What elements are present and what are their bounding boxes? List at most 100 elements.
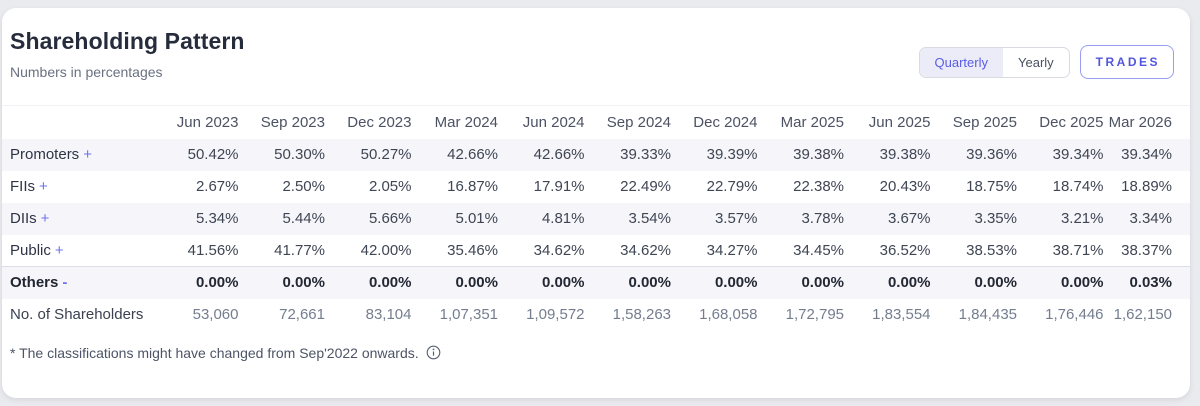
cell-value: 38.53% [966, 241, 1017, 259]
toggle-yearly[interactable]: Yearly [1003, 48, 1069, 77]
cell-value: 17.91% [533, 178, 585, 195]
cell-value: 39.34% [1052, 146, 1104, 163]
column-header: Mar 2024 [434, 113, 498, 131]
cell-value: 2.05% [368, 178, 412, 195]
row-label-cell: Others - [2, 267, 152, 299]
cell-value: 0.00% [714, 274, 758, 292]
card-header: Shareholding Pattern Numbers in percenta… [2, 8, 1190, 80]
cell-value: 0.00% [368, 274, 412, 292]
cell-value: 50.27% [360, 146, 412, 163]
column-header: Sep 2023 [260, 113, 325, 131]
cell-value: 0.00% [541, 274, 585, 292]
row-label-cell: No. of Shareholders [2, 299, 152, 331]
table-row: No. of Shareholders 53,060 72,661 83,104 1,0… [2, 299, 1190, 331]
cell-value: 1,58,263 [612, 306, 671, 323]
row-expander[interactable]: + [83, 146, 92, 163]
cell-value: 39.38% [879, 146, 931, 163]
column-header: Dec 2023 [347, 113, 412, 131]
column-header: Jun 2025 [868, 113, 931, 131]
info-icon[interactable] [426, 345, 441, 360]
cell-value: 5.01% [455, 210, 498, 227]
row-label: FIIs [10, 178, 35, 195]
cell-value: 38.71% [1052, 241, 1104, 259]
table-row: FIIs +2.67% 2.50% 2.05% 16.87% 17.91% 22.49% 22… [2, 171, 1190, 203]
row-expander[interactable]: + [54, 241, 64, 259]
table-header-row: Jun 2023 Sep 2023 Dec 2023 Mar 2024 Jun 2024… [2, 105, 1190, 139]
cell-value: 3.21% [1060, 210, 1104, 227]
page-subtitle: Numbers in percentages [10, 64, 163, 80]
table-row: Others - 0.00% 0.00% 0.00% 0.00% 0.00% 0.00% 0.0… [2, 266, 1190, 299]
shareholding-table: Jun 2023 Sep 2023 Dec 2023 Mar 2024 Jun 2024… [2, 105, 1190, 331]
cell-value: 1,09,572 [526, 306, 585, 323]
column-header: Jun 2023 [176, 113, 239, 131]
cell-value: 1,62,150 [1113, 306, 1172, 323]
column-header-blank [2, 106, 152, 139]
row-expander[interactable]: + [40, 210, 50, 227]
title-block: Shareholding Pattern Numbers in percenta… [10, 28, 245, 80]
page-title: Shareholding Pattern [10, 28, 245, 54]
cell-value: 36.52% [879, 241, 931, 259]
footnote: * The classifications might have changed… [2, 345, 1190, 361]
cell-value: 5.44% [282, 210, 325, 227]
cell-value: 34.62% [620, 241, 671, 259]
column-header: Dec 2025 [1039, 113, 1104, 131]
trades-button[interactable]: TRADES [1079, 45, 1174, 79]
column-header: Sep 2025 [952, 113, 1017, 131]
toggle-quarterly[interactable]: Quarterly [919, 47, 1003, 77]
cell-value: 50.42% [187, 146, 239, 163]
cell-value: 41.56% [187, 241, 239, 259]
cell-value: 3.57% [714, 210, 758, 227]
row-expander[interactable]: - [62, 274, 68, 292]
column-header: Sep 2024 [606, 113, 671, 131]
cell-value: 3.35% [974, 210, 1017, 227]
cell-value: 3.67% [887, 210, 931, 227]
period-toggle: Quarterly Yearly [918, 46, 1070, 78]
cell-value: 42.66% [533, 146, 585, 163]
cell-value: 0.00% [887, 274, 931, 292]
row-label: Public [10, 241, 51, 259]
cell-value: 16.87% [447, 178, 498, 195]
cell-value: 39.39% [706, 146, 758, 163]
cell-value: 5.34% [195, 210, 239, 227]
table-body: Promoters +50.42% 50.30% 50.27% 42.66% 42.66%… [2, 138, 1190, 331]
cell-value: 22.79% [706, 178, 758, 195]
cell-value: 34.62% [533, 241, 585, 259]
table-row: DIIs +5.34% 5.44% 5.66% 5.01% 4.81% 3.54% 3.57%… [2, 202, 1190, 235]
cell-value: 2.50% [282, 178, 325, 195]
cell-value: 42.00% [360, 241, 412, 259]
cell-value: 1,76,446 [1045, 306, 1104, 323]
cell-value: 5.66% [368, 210, 412, 227]
cell-value: 0.00% [801, 274, 844, 292]
cell-value: 35.46% [447, 241, 498, 259]
cell-value: 4.81% [541, 210, 585, 227]
cell-value: 3.34% [1129, 210, 1172, 227]
cell-value: 2.67% [195, 178, 239, 195]
table-row: Promoters +50.42% 50.30% 50.27% 42.66% 42.66%… [2, 138, 1190, 171]
row-label-cell: DIIs + [2, 203, 152, 235]
cell-value: 34.45% [793, 241, 844, 259]
row-expander[interactable]: + [39, 178, 48, 195]
column-header: Jun 2024 [522, 113, 585, 131]
cell-value: 0.00% [974, 274, 1017, 292]
cell-value: 50.30% [274, 146, 325, 163]
cell-value: 0.00% [282, 274, 325, 292]
header-controls: Quarterly Yearly TRADES [918, 45, 1174, 79]
cell-value: 1,83,554 [872, 306, 931, 323]
cell-value: 0.00% [455, 274, 498, 292]
cell-value: 18.74% [1052, 178, 1104, 195]
shareholding-pattern-card: Shareholding Pattern Numbers in percenta… [2, 8, 1190, 398]
cell-value: 39.36% [966, 146, 1017, 163]
cell-value: 1,84,435 [958, 306, 1017, 323]
column-header: Dec 2024 [693, 113, 758, 131]
cell-value: 22.38% [793, 178, 844, 195]
cell-value: 38.37% [1121, 241, 1172, 259]
row-label: Promoters [10, 146, 80, 163]
cell-value: 22.49% [620, 178, 671, 195]
cell-value: 41.77% [274, 241, 325, 259]
cell-value: 3.78% [801, 210, 844, 227]
table-header: Jun 2023 Sep 2023 Dec 2023 Mar 2024 Jun 2024… [2, 105, 1190, 139]
column-header: Mar 2025 [780, 113, 844, 131]
cell-value: 39.34% [1121, 146, 1172, 163]
cell-value: 0.03% [1129, 274, 1172, 292]
cell-value: 0.00% [195, 274, 239, 292]
